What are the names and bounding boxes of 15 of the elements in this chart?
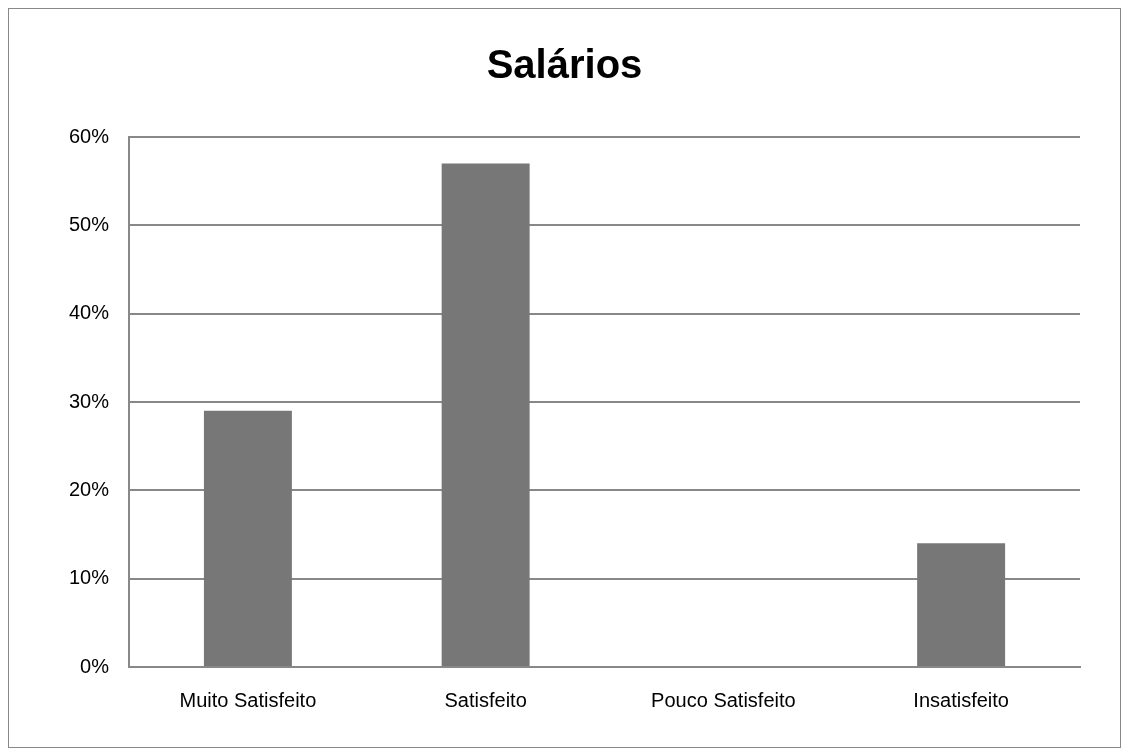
x-tick-label: Insatisfeito	[913, 688, 1009, 711]
bar	[917, 543, 1006, 666]
x-tick-label: Pouco Satisfeito	[651, 688, 796, 711]
y-tick-label: 30%	[69, 389, 110, 412]
bar	[441, 163, 530, 666]
chart-title: Salários	[486, 42, 643, 87]
y-tick-label: 20%	[69, 477, 110, 500]
y-tick-label: 50%	[69, 212, 110, 235]
y-tick-label: 40%	[69, 301, 110, 324]
bar	[203, 410, 292, 666]
x-tick-label: Muito Satisfeito	[179, 688, 317, 711]
y-tick-label: 10%	[69, 566, 110, 589]
x-tick-label: Satisfeito	[444, 688, 527, 711]
y-tick-label: 60%	[69, 124, 110, 147]
y-tick-label: 0%	[80, 654, 110, 677]
